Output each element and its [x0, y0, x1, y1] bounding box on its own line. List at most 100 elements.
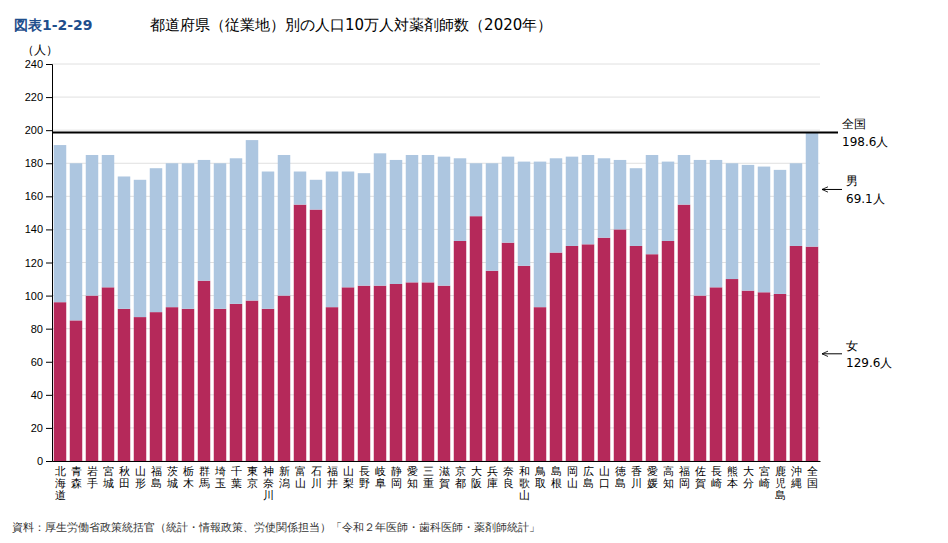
tick-label: 高知	[663, 465, 674, 489]
bar	[230, 304, 242, 461]
bar	[774, 294, 786, 461]
bar	[342, 172, 354, 288]
tick: 新潟	[279, 465, 290, 489]
tick: 兵庫	[487, 465, 498, 489]
bar	[246, 140, 258, 300]
bar	[150, 168, 162, 312]
tick: 200	[25, 124, 52, 136]
bar	[502, 157, 514, 243]
bar	[438, 286, 450, 461]
tick-mark	[46, 130, 52, 131]
bar	[70, 320, 82, 461]
tick-mark	[46, 362, 52, 363]
tick: 長野	[359, 465, 370, 489]
bar	[630, 168, 642, 246]
bar	[118, 176, 130, 308]
series	[54, 132, 818, 320]
bar	[678, 205, 690, 461]
bar	[726, 279, 738, 461]
tick: 和歌山	[519, 465, 530, 500]
bar	[646, 254, 658, 461]
tick-mark	[46, 163, 52, 164]
tick-label: 熊本	[727, 465, 738, 489]
tick: 香川	[631, 465, 642, 489]
tick-label: 長崎	[711, 465, 722, 489]
bar	[486, 271, 498, 461]
tick-mark	[46, 97, 52, 98]
bar	[390, 284, 402, 461]
tick: 宮城	[102, 465, 114, 489]
tick-label: 240	[25, 58, 43, 70]
tick: 京都	[455, 465, 466, 489]
source: 資料：厚生労働省政策統括官（統計・情報政策、労使関係担当）「令和２年医師・歯科医…	[12, 521, 540, 534]
tick: 福島	[151, 465, 162, 489]
bar	[710, 160, 722, 287]
bar	[806, 132, 818, 246]
tick: 北海道	[55, 465, 66, 500]
tick: 青森	[71, 465, 82, 489]
bar	[358, 173, 370, 285]
bar	[598, 158, 610, 237]
tick-label: 東京	[247, 465, 258, 489]
tick-label: 兵庫	[487, 465, 498, 489]
tick-mark	[46, 196, 52, 197]
bar	[310, 180, 322, 210]
annotation: 全国	[842, 117, 866, 131]
bar	[518, 162, 530, 266]
grid	[52, 64, 820, 461]
tick-mark	[46, 296, 52, 297]
annotation: 69.1人	[846, 192, 885, 206]
tick: 秋田	[119, 465, 130, 489]
tick-label: 福井	[327, 465, 338, 489]
bar	[326, 172, 338, 308]
tick-label: 愛媛	[647, 465, 658, 489]
bar	[214, 163, 226, 309]
tick: 60	[31, 356, 52, 368]
tick: 沖縄	[790, 465, 802, 489]
bar	[262, 309, 274, 461]
bar	[278, 155, 290, 296]
bar	[470, 163, 482, 216]
tick: 広島	[583, 465, 594, 489]
tick-label: 埼玉	[214, 465, 226, 489]
bar	[758, 167, 770, 293]
tick-label: 220	[25, 91, 43, 103]
tick-label: 宮城	[102, 465, 114, 489]
tick-label: 180	[25, 157, 43, 169]
bar	[710, 287, 722, 461]
bar	[102, 287, 114, 461]
bar	[86, 296, 98, 461]
tick-label: 神奈川	[263, 465, 274, 500]
tick-label: 100	[25, 290, 43, 302]
chart: 図表1-2-29都道府県（従業地）別の人口10万人対薬剤師数（2020年）020…	[0, 0, 948, 543]
tick: 徳島	[615, 465, 626, 489]
bar	[422, 282, 434, 461]
bar	[246, 301, 258, 461]
tick-label: 群馬	[198, 465, 210, 489]
bar	[742, 165, 754, 291]
tick: 長崎	[711, 465, 722, 489]
tick: 岡山	[567, 465, 578, 489]
bar	[470, 216, 482, 461]
tick: 岩手	[87, 465, 98, 489]
bar	[646, 155, 658, 254]
bar	[662, 162, 674, 241]
bar	[454, 158, 466, 241]
tick-label: 岐阜	[375, 465, 386, 489]
bar	[294, 205, 306, 461]
tick: 山口	[599, 465, 610, 489]
tick: 東京	[247, 465, 258, 489]
bar	[294, 172, 306, 205]
tick-label: 茨城	[166, 465, 178, 489]
tick-label: 40	[31, 389, 43, 401]
tick: 島根	[551, 465, 562, 489]
tick-label: 栃木	[183, 465, 194, 489]
bar	[566, 157, 578, 246]
tick: 240	[25, 58, 52, 70]
bar	[406, 282, 418, 461]
tick-label: 山口	[599, 465, 610, 489]
bar	[614, 160, 626, 229]
tick-label: 長野	[359, 465, 370, 489]
bar	[230, 158, 242, 304]
tick-mark	[46, 329, 52, 330]
